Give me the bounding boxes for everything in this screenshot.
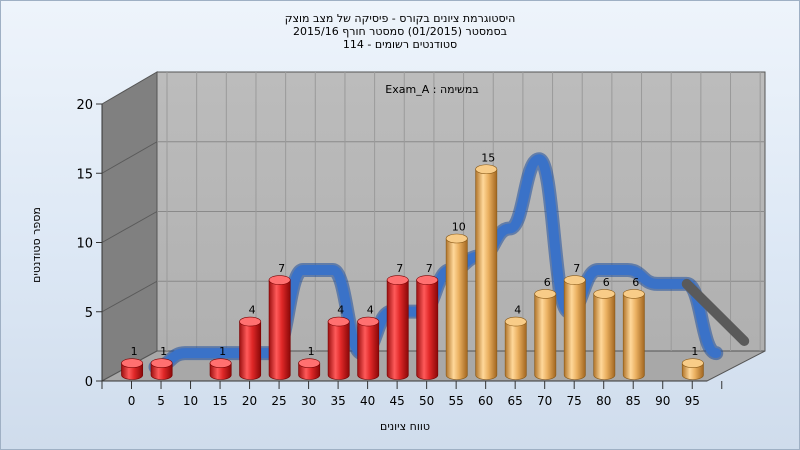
bar	[239, 321, 262, 380]
y-tick-label: 5	[85, 306, 93, 321]
bar-cap	[298, 358, 321, 368]
x-tick-label: 75	[567, 394, 582, 408]
y-tick-label: 20	[76, 98, 93, 113]
bar-cap	[563, 275, 586, 285]
chart-title-line-2: בסמסטר (01/2015) סמסטר חורף 2015/16	[293, 25, 507, 38]
bar	[504, 321, 527, 380]
bar	[386, 279, 409, 380]
chart-title-line-1: היסטוגרמת ציונים בקורס - פיסיקה של מצב מ…	[285, 12, 516, 25]
x-tick-label: 5	[157, 394, 165, 408]
x-tick-label: 60	[478, 394, 493, 408]
y-axis-title: מספר סטודנטים	[30, 207, 43, 283]
bar-cap	[475, 164, 498, 175]
bar	[268, 279, 291, 380]
x-tick-label: 10	[183, 394, 198, 408]
bar-cap	[121, 358, 144, 368]
x-tick-label: 20	[242, 394, 257, 408]
bar-cap	[593, 289, 616, 299]
data-label: 4	[249, 304, 256, 317]
bars	[121, 164, 704, 380]
data-label: 7	[426, 262, 433, 275]
data-label: 15	[481, 151, 495, 164]
data-label: 1	[308, 345, 315, 358]
data-label: 1	[131, 345, 138, 358]
data-labels: 1 1 1 4 7 1 4 4 7 7 10 15 4 6 7 6 6 1	[131, 151, 699, 358]
bar	[445, 238, 468, 380]
x-tick-label: 90	[655, 394, 670, 408]
x-tick-label: 50	[419, 394, 434, 408]
bar-cap	[386, 275, 409, 285]
x-tick-label: 80	[596, 394, 611, 408]
bar	[416, 279, 439, 380]
bar-cap	[268, 275, 291, 285]
bar	[534, 293, 557, 380]
bar-cap	[681, 358, 704, 368]
bar-cap	[209, 358, 232, 368]
bar-cap	[357, 316, 380, 327]
data-label: 4	[514, 304, 521, 317]
x-tick-label: 30	[301, 394, 316, 408]
bar-cap	[239, 316, 262, 327]
data-label: 1	[219, 345, 226, 358]
x-tick-label: 45	[389, 394, 404, 408]
x-tick-label: 65	[508, 394, 523, 408]
exam-annotation: Exam_A : במשימה	[385, 83, 478, 96]
y-tick-label: 10	[76, 237, 93, 252]
y-tick-label: 15	[76, 167, 93, 182]
data-label: 10	[452, 221, 466, 234]
chart-title-line-3: סטודנטים רשומים - 114	[343, 38, 457, 51]
y-tick-label: 0	[85, 375, 93, 390]
data-label: 6	[544, 276, 551, 289]
bar-cap	[534, 289, 557, 299]
bar-cap	[445, 233, 468, 244]
data-label: 7	[396, 262, 403, 275]
x-tick-label: 0	[128, 394, 136, 408]
x-tick-label: 70	[537, 394, 552, 408]
bar	[563, 279, 586, 380]
x-axis-title: טווח ציונים	[380, 420, 430, 433]
data-label: 4	[367, 304, 374, 317]
data-label: 6	[632, 276, 639, 289]
bar	[357, 321, 380, 380]
x-tick-label: 95	[685, 394, 700, 408]
x-axis: 0 5 10 15 20 25 30 35 40 45 50 55 60 65 70 75 80 85 90 95	[101, 380, 723, 408]
bar	[593, 293, 616, 380]
data-label: 7	[573, 262, 580, 275]
data-label: 1	[691, 345, 698, 358]
bar	[475, 168, 498, 380]
x-tick-label: 85	[626, 394, 641, 408]
bar-cap	[622, 289, 645, 299]
bar	[327, 321, 350, 380]
bar-cap	[150, 358, 173, 368]
x-tick-label: 55	[449, 394, 464, 408]
x-tick-label: 40	[360, 394, 375, 408]
x-tick-label: 25	[271, 394, 286, 408]
bar-cap	[327, 316, 350, 327]
data-label: 1	[160, 345, 167, 358]
gridline-side	[101, 280, 158, 313]
gridline-side	[101, 141, 158, 174]
x-tick-label: 35	[330, 394, 345, 408]
bar-cap	[504, 316, 527, 327]
data-label: 4	[337, 304, 344, 317]
data-label: 7	[278, 262, 285, 275]
gridline-side	[101, 211, 158, 243]
bar	[622, 293, 645, 380]
data-label: 6	[603, 276, 610, 289]
x-tick-label: 15	[212, 394, 227, 408]
trend-ribbon-tail	[681, 278, 750, 346]
bar-cap	[416, 275, 439, 285]
y-axis: 0 5 10 15 20	[76, 98, 103, 390]
